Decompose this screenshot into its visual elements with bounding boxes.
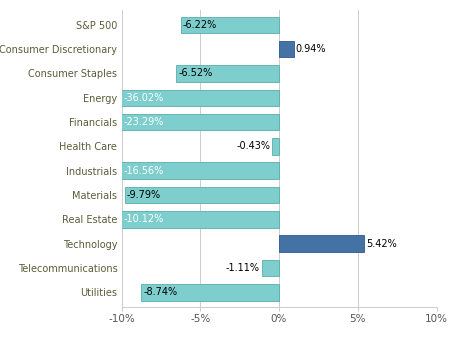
Bar xyxy=(120,211,279,228)
Text: -16.56%: -16.56% xyxy=(123,166,164,176)
Text: -9.79%: -9.79% xyxy=(127,190,161,200)
Text: -6.52%: -6.52% xyxy=(178,69,212,78)
Text: -8.74%: -8.74% xyxy=(143,287,177,297)
Bar xyxy=(141,284,279,300)
Bar xyxy=(261,260,279,276)
Bar xyxy=(272,138,279,155)
Bar xyxy=(18,162,279,179)
Text: -36.02%: -36.02% xyxy=(123,93,164,103)
Bar xyxy=(181,17,279,33)
Text: 5.42%: 5.42% xyxy=(366,239,397,249)
Bar xyxy=(0,89,279,106)
Text: -23.29%: -23.29% xyxy=(123,117,164,127)
Bar xyxy=(0,114,279,130)
Text: 0.94%: 0.94% xyxy=(296,44,326,54)
Bar xyxy=(279,41,294,57)
Bar xyxy=(279,235,364,252)
Text: -0.43%: -0.43% xyxy=(236,142,270,151)
Text: -10.12%: -10.12% xyxy=(123,214,164,224)
Text: -6.22%: -6.22% xyxy=(183,20,217,30)
Bar xyxy=(176,65,279,82)
Text: -1.11%: -1.11% xyxy=(225,263,260,273)
Bar xyxy=(125,187,279,203)
